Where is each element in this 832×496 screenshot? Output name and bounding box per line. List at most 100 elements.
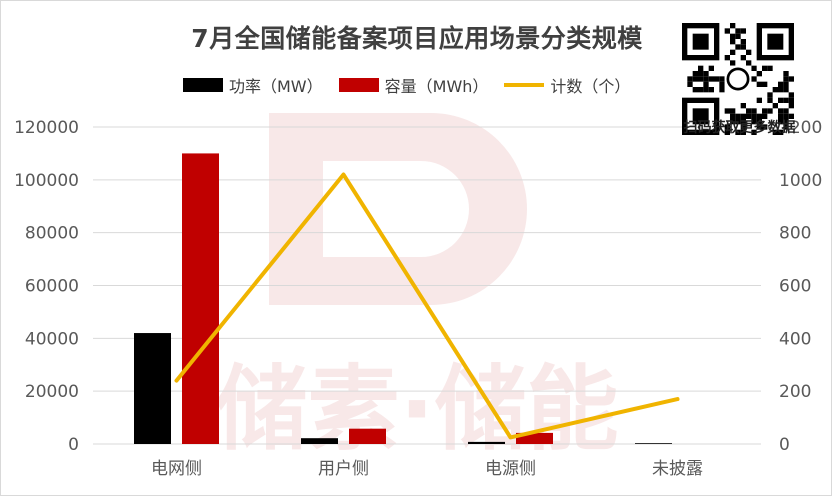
qr-module <box>746 60 752 66</box>
qr-module <box>762 81 768 87</box>
y-left-tick-label: 20000 <box>25 382 79 402</box>
qr-module <box>740 124 746 130</box>
qr-module <box>767 97 773 103</box>
qr-finder-core <box>692 108 709 125</box>
legend-swatch-count <box>504 83 545 87</box>
qr-module <box>756 119 762 125</box>
legend-swatch-capacity <box>338 78 379 92</box>
qr-module <box>730 39 736 45</box>
qr-module <box>762 65 768 71</box>
y-left-tick-label: 120000 <box>14 118 79 138</box>
qr-module <box>756 71 762 77</box>
qr-module <box>778 119 784 125</box>
qr-module <box>724 108 730 114</box>
qr-caption: 扫码获取更多数据 <box>683 120 796 136</box>
qr-module <box>751 129 757 135</box>
y-right-tick-label: 800 <box>779 224 811 244</box>
qr-module <box>767 92 773 98</box>
chart-title: 7月全国储能备案项目应用场景分类规模 <box>191 24 643 53</box>
bar-capacity <box>182 153 219 444</box>
qr-module <box>788 97 794 103</box>
qr-module <box>756 81 762 87</box>
y-right-tick-label: 0 <box>779 435 790 455</box>
qr-module <box>788 92 794 98</box>
bar-power <box>468 441 505 444</box>
qr-module <box>783 71 789 77</box>
qr-module <box>735 113 741 119</box>
qr-module <box>730 33 736 39</box>
qr-module <box>740 119 746 125</box>
qr-module <box>735 129 741 135</box>
qr-module <box>735 44 741 50</box>
qr-module <box>692 71 698 77</box>
qr-module <box>756 97 762 103</box>
qr-module <box>698 65 704 71</box>
bar-power <box>301 438 338 444</box>
qr-module <box>762 108 768 114</box>
qr-module <box>751 76 757 82</box>
qr-module <box>778 97 784 103</box>
qr-module <box>730 108 736 114</box>
qr-module <box>783 108 789 114</box>
qr-module <box>698 76 704 82</box>
qr-module <box>767 65 773 71</box>
bar-power <box>635 443 672 444</box>
watermark-text: 储素·储能 <box>216 356 619 463</box>
qr-module <box>740 55 746 61</box>
y-right-tick-label: 200 <box>779 382 811 402</box>
qr-module <box>740 129 746 135</box>
qr-module <box>778 108 784 114</box>
legend-label-power: 功率（MW） <box>229 77 323 96</box>
y-left-tick-label: 100000 <box>14 171 79 191</box>
legend-label-capacity: 容量（MWh） <box>384 77 489 96</box>
qr-module <box>772 87 778 93</box>
qr-module <box>703 76 709 82</box>
qr-module <box>788 103 794 109</box>
qr-module <box>724 28 730 34</box>
qr-module <box>724 55 730 61</box>
qr-module <box>730 23 736 29</box>
qr-module <box>778 87 784 93</box>
qr-module <box>783 97 789 103</box>
qr-module <box>687 76 693 82</box>
qr-module <box>740 39 746 45</box>
qr-module <box>788 76 794 82</box>
qr-finder-core <box>767 33 784 50</box>
qr-module <box>746 113 752 119</box>
qr-module <box>724 129 730 135</box>
qr-module <box>719 76 725 82</box>
qr-module <box>703 87 709 93</box>
qr-module <box>783 81 789 87</box>
qr-module <box>730 60 736 66</box>
x-category-label: 电网侧 <box>151 459 202 479</box>
qr-module <box>735 33 741 39</box>
bar-power <box>134 333 171 444</box>
qr-module <box>708 65 714 71</box>
qr-module <box>767 108 773 114</box>
legend-item-count: 计数（个） <box>504 73 630 97</box>
qr-module <box>778 129 784 135</box>
qr-module <box>719 81 725 87</box>
legend-item-power: 功率（MW） <box>183 73 323 97</box>
legend-label-count: 计数（个） <box>550 77 631 96</box>
qr-module <box>687 81 693 87</box>
y-right-tick-label: 400 <box>779 329 811 349</box>
qr-module <box>751 108 757 114</box>
qr-finder-core <box>692 33 709 50</box>
qr-module <box>735 119 741 125</box>
qr-module <box>778 113 784 119</box>
qr-module <box>730 113 736 119</box>
watermark-logo-shape <box>269 113 527 305</box>
qr-module <box>730 119 736 125</box>
qr-module <box>703 81 709 87</box>
x-category-label: 电源侧 <box>485 459 536 479</box>
qr-module <box>740 103 746 109</box>
count-line <box>174 172 680 440</box>
qr-module <box>698 71 704 77</box>
qr-module <box>730 49 736 55</box>
bar-capacity <box>516 432 553 444</box>
qr-module <box>778 81 784 87</box>
qr-module <box>698 87 704 93</box>
